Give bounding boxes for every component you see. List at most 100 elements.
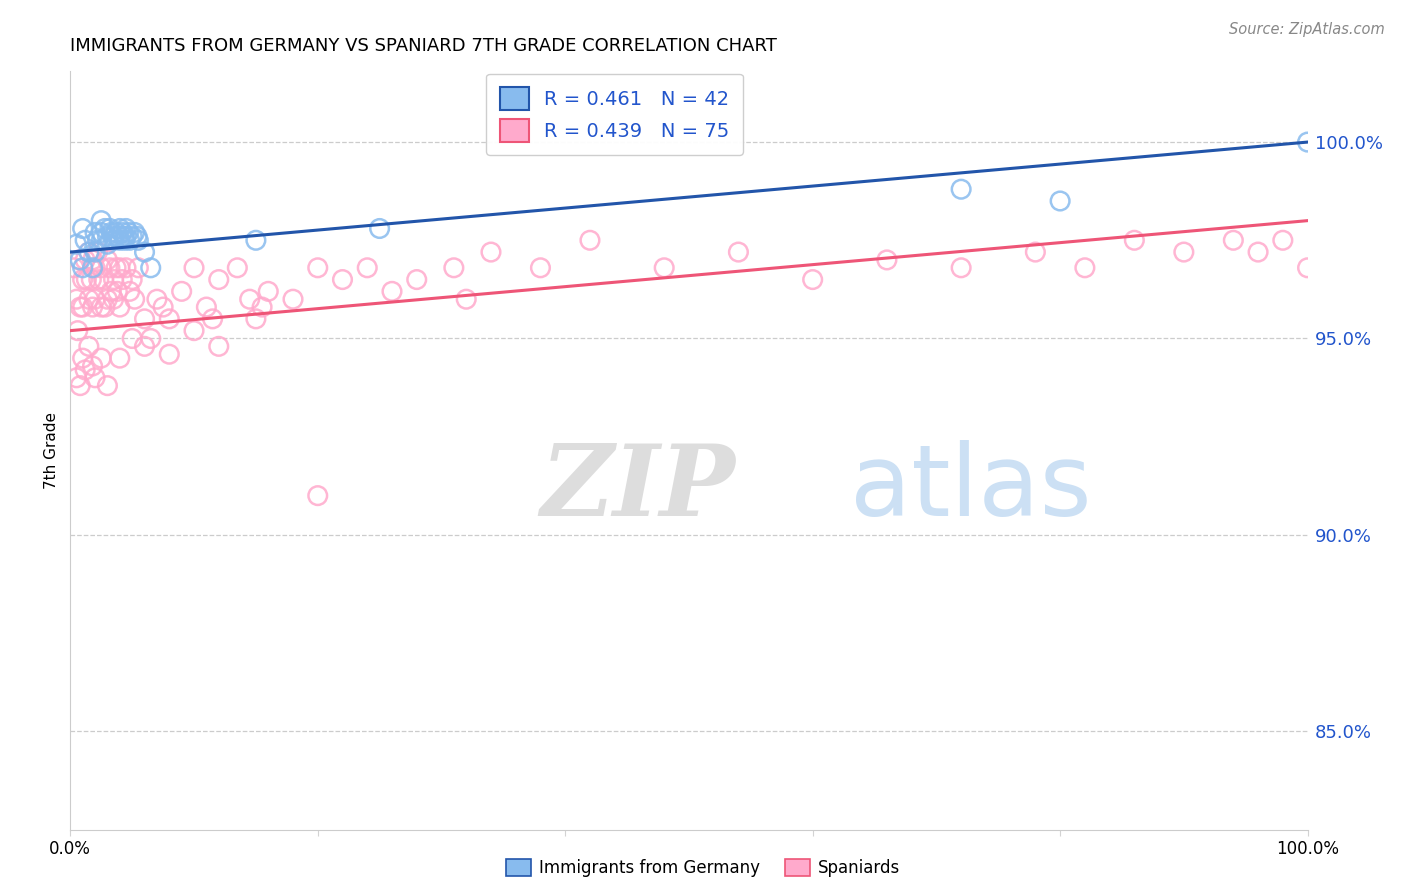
Point — [66, 324, 89, 338]
Point — [98, 221, 121, 235]
Point — [121, 229, 143, 244]
Point — [652, 260, 675, 275]
Text: atlas: atlas — [849, 440, 1091, 537]
Point — [115, 229, 138, 244]
Point — [103, 292, 125, 306]
Point — [1222, 233, 1244, 247]
Point — [100, 226, 122, 240]
Point — [96, 378, 118, 392]
Point — [105, 285, 128, 299]
Point — [96, 292, 118, 306]
Point — [183, 260, 205, 275]
Point — [876, 252, 898, 267]
Y-axis label: 7th Grade: 7th Grade — [44, 412, 59, 489]
Point — [727, 245, 749, 260]
Point — [134, 339, 156, 353]
Point — [146, 292, 169, 306]
Point — [82, 359, 104, 373]
Point — [1296, 135, 1319, 149]
Point — [63, 260, 86, 275]
Legend: Immigrants from Germany, Spaniards: Immigrants from Germany, Spaniards — [499, 852, 907, 884]
Point — [801, 272, 824, 286]
Point — [245, 311, 267, 326]
Point — [157, 347, 180, 361]
Point — [950, 182, 973, 196]
Point — [112, 229, 135, 244]
Legend: R = 0.461   N = 42, R = 0.439   N = 75: R = 0.461 N = 42, R = 0.439 N = 75 — [486, 73, 744, 155]
Point — [1024, 245, 1046, 260]
Point — [127, 233, 149, 247]
Point — [157, 311, 180, 326]
Point — [77, 245, 100, 260]
Point — [1049, 194, 1071, 208]
Point — [108, 300, 131, 314]
Point — [443, 260, 465, 275]
Point — [381, 285, 404, 299]
Point — [1074, 260, 1097, 275]
Point — [69, 300, 91, 314]
Point — [103, 233, 125, 247]
Point — [94, 221, 117, 235]
Point — [1271, 233, 1294, 247]
Point — [69, 252, 91, 267]
Point — [1247, 245, 1270, 260]
Point — [86, 245, 108, 260]
Point — [75, 252, 97, 267]
Point — [183, 324, 205, 338]
Point — [239, 292, 262, 306]
Point — [82, 260, 104, 275]
Point — [72, 260, 94, 275]
Point — [108, 233, 131, 247]
Point — [307, 489, 329, 503]
Point — [170, 285, 193, 299]
Point — [111, 226, 134, 240]
Point — [134, 311, 156, 326]
Point — [82, 252, 104, 267]
Point — [152, 300, 174, 314]
Point — [75, 233, 97, 247]
Point — [121, 272, 143, 286]
Point — [1296, 260, 1319, 275]
Point — [134, 245, 156, 260]
Point — [226, 260, 249, 275]
Point — [108, 351, 131, 366]
Point — [86, 233, 108, 247]
Point — [84, 245, 107, 260]
Point — [117, 226, 139, 240]
Point — [579, 233, 602, 247]
Point — [90, 260, 112, 275]
Point — [124, 292, 146, 306]
Point — [115, 221, 138, 235]
Point — [77, 245, 100, 260]
Point — [368, 221, 391, 235]
Point — [65, 371, 87, 385]
Point — [356, 260, 378, 275]
Point — [80, 272, 103, 286]
Point — [111, 272, 134, 286]
Point — [90, 213, 112, 227]
Point — [127, 229, 149, 244]
Text: ZIP: ZIP — [540, 440, 735, 537]
Point — [103, 272, 125, 286]
Point — [87, 272, 110, 286]
Point — [105, 229, 128, 244]
Point — [77, 292, 100, 306]
Point — [72, 272, 94, 286]
Text: Source: ZipAtlas.com: Source: ZipAtlas.com — [1229, 22, 1385, 37]
Point — [114, 233, 136, 247]
Point — [124, 226, 146, 240]
Point — [94, 300, 117, 314]
Point — [1123, 233, 1146, 247]
Point — [72, 221, 94, 235]
Point — [245, 233, 267, 247]
Point — [72, 351, 94, 366]
Point — [90, 300, 112, 314]
Point — [100, 285, 122, 299]
Point — [208, 272, 231, 286]
Point — [201, 311, 224, 326]
Point — [307, 260, 329, 275]
Point — [69, 378, 91, 392]
Point — [65, 292, 87, 306]
Point — [208, 339, 231, 353]
Point — [84, 371, 107, 385]
